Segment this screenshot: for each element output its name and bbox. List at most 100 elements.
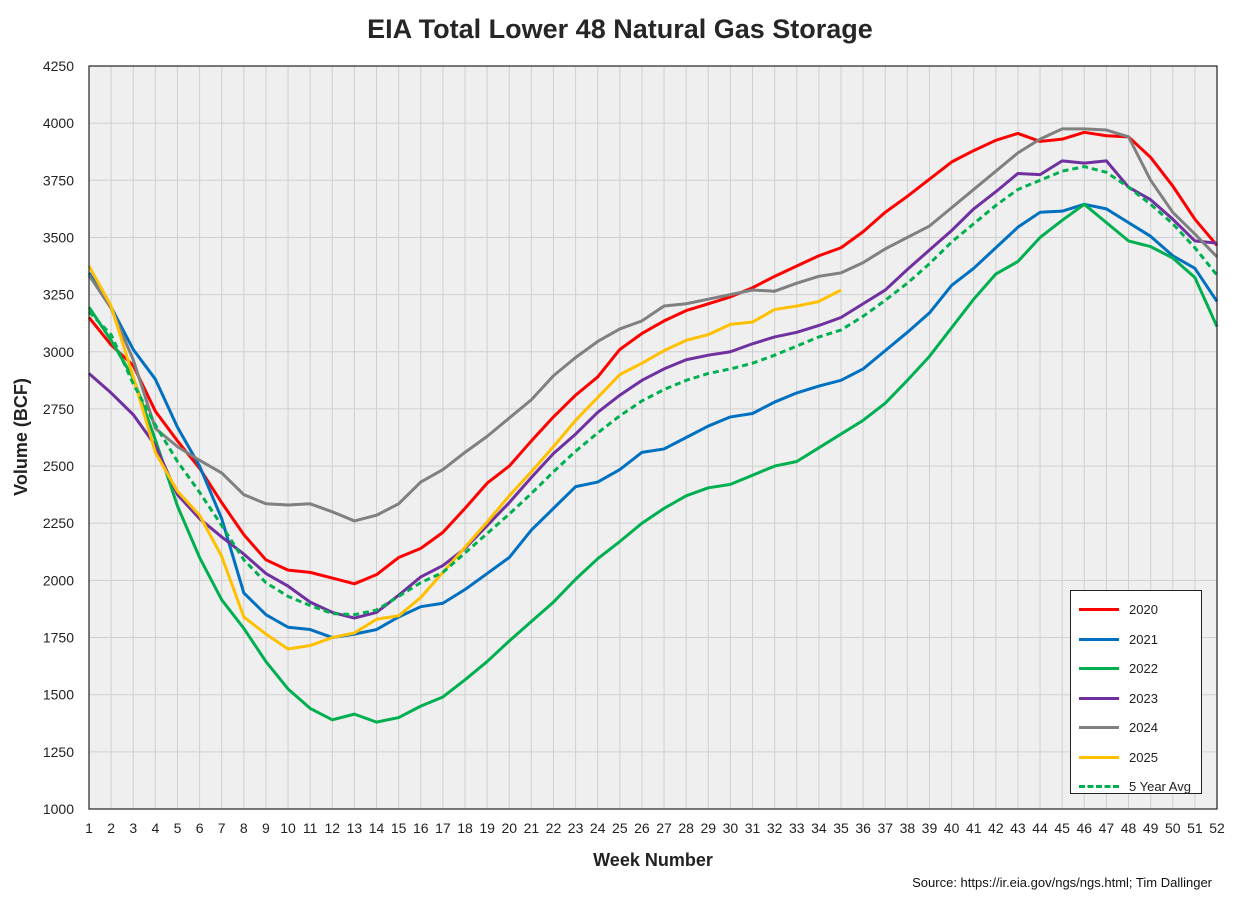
series-line-2020 [87,130,1219,586]
x-tick-label: 13 [347,820,363,836]
x-tick-label: 52 [1209,820,1225,836]
plot-border [88,65,1218,810]
x-tick-label: 30 [723,820,739,836]
x-tick-label: 24 [590,820,606,836]
legend-label: 2025 [1129,749,1158,765]
x-tick-label: 31 [745,820,761,836]
x-tick-label: 44 [1032,820,1048,836]
legend: 2020 2021 2022 2023 2024 2025 5 Year Avg [1070,590,1202,794]
x-tick-label: 15 [391,820,407,836]
legend-label: 5 Year Avg [1129,779,1191,795]
y-tick-label: 1750 [43,630,74,646]
legend-label: 2024 [1129,720,1158,736]
y-tick-label: 4000 [43,115,74,131]
x-tick-label: 8 [240,820,248,836]
x-tick-label: 33 [789,820,805,836]
x-tick-label: 34 [811,820,827,836]
y-tick-label: 2000 [43,572,74,588]
source-note: Source: https://ir.eia.gov/ngs/ngs.html;… [912,875,1212,890]
x-tick-label: 19 [479,820,495,836]
x-tick-label: 47 [1099,820,1115,836]
x-axis-title: Week Number [593,850,713,870]
legend-label: 2023 [1129,690,1158,706]
series-line-2022 [87,202,1219,724]
x-tick-label: 35 [833,820,849,836]
x-tick-label: 50 [1165,820,1181,836]
plot-background [89,66,1217,809]
legend-item: 5 Year Avg [1079,772,1193,802]
x-tick-label: 29 [701,820,717,836]
series-line-5-year-avg [87,165,1219,617]
x-tick-label: 39 [922,820,938,836]
series-line-2025 [87,265,842,651]
x-tick-label: 2 [107,820,115,836]
x-tick-label: 40 [944,820,960,836]
x-tick-label: 14 [369,820,385,836]
tick-labels: 1 2 3 4 5 6 7 8 9 10 11 12 13 14 15 16 17 18 19 20 21 22 23 24 2… [43,58,1225,836]
x-tick-label: 32 [767,820,783,836]
y-tick-label: 1000 [43,801,74,817]
legend-swatch [1079,726,1119,730]
x-tick-label: 6 [196,820,204,836]
y-tick-label: 1250 [43,744,74,760]
x-tick-label: 17 [435,820,451,836]
x-tick-label: 11 [303,820,318,836]
y-tick-label: 3000 [43,344,74,360]
x-tick-label: 4 [151,820,159,836]
x-tick-label: 26 [634,820,650,836]
x-tick-label: 41 [966,820,982,836]
x-tick-label: 51 [1187,820,1203,836]
legend-label: 2021 [1129,631,1158,647]
y-tick-label: 2500 [43,458,74,474]
legend-label: 2020 [1129,602,1158,618]
legend-label: 2022 [1129,661,1158,677]
series-line-2021 [87,202,1219,640]
x-tick-label: 38 [900,820,916,836]
y-tick-label: 2250 [43,515,74,531]
data-series [87,127,1219,724]
series-line-2024 [87,127,1219,523]
legend-swatch [1079,608,1119,612]
legend-item: 2023 [1079,684,1193,714]
x-tick-label: 23 [568,820,584,836]
x-tick-label: 9 [262,820,270,836]
x-tick-label: 49 [1143,820,1159,836]
x-tick-label: 45 [1054,820,1070,836]
x-tick-label: 5 [174,820,182,836]
x-tick-label: 1 [85,820,93,836]
legend-swatch [1079,696,1119,700]
y-tick-label: 1500 [43,687,74,703]
x-tick-label: 28 [678,820,694,836]
x-tick-label: 48 [1121,820,1137,836]
legend-swatch [1079,785,1119,789]
x-tick-label: 10 [280,820,296,836]
x-tick-label: 16 [413,820,429,836]
x-tick-label: 46 [1077,820,1093,836]
x-tick-label: 21 [524,820,540,836]
x-tick-label: 20 [501,820,517,836]
y-axis-title: Volume (BCF) [11,378,31,496]
x-tick-label: 7 [218,820,226,836]
legend-swatch [1079,637,1119,641]
y-tick-label: 4250 [43,58,74,74]
y-tick-label: 3750 [43,172,74,188]
legend-item: 2020 [1079,595,1193,625]
x-tick-label: 27 [656,820,672,836]
legend-item: 2021 [1079,625,1193,655]
x-tick-label: 37 [877,820,893,836]
x-tick-label: 43 [1010,820,1026,836]
grid-lines [89,66,1217,809]
legend-swatch [1079,667,1119,671]
y-tick-label: 2750 [43,401,74,417]
x-tick-label: 3 [129,820,137,836]
legend-swatch [1079,755,1119,759]
y-tick-label: 3250 [43,287,74,303]
legend-item: 2025 [1079,743,1193,773]
x-tick-label: 12 [325,820,341,836]
legend-item: 2022 [1079,654,1193,684]
x-tick-label: 22 [546,820,562,836]
x-tick-label: 18 [457,820,473,836]
legend-item: 2024 [1079,713,1193,743]
x-tick-label: 36 [855,820,871,836]
